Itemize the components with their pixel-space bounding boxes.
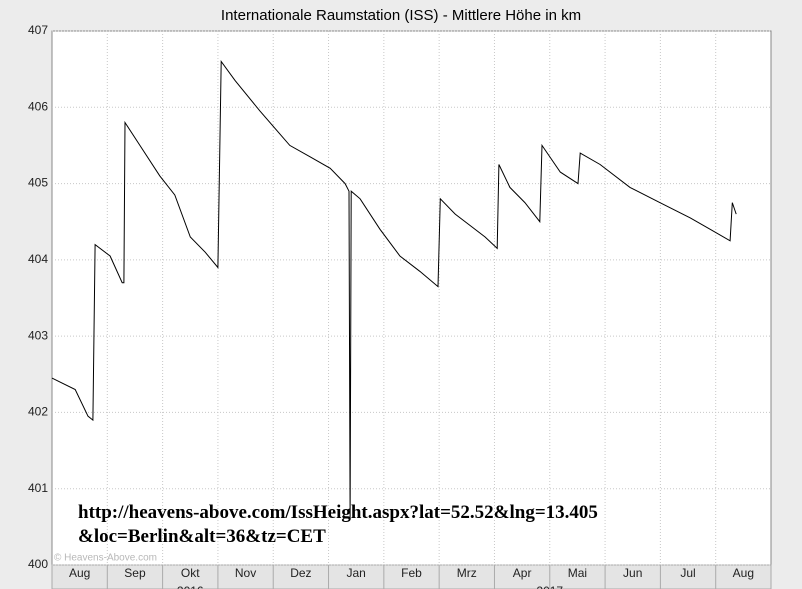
y-tick-label: 407	[28, 23, 48, 37]
x-tick-label: Sep	[124, 566, 146, 580]
annotation: &loc=Berlin&alt=36&tz=CET	[78, 526, 326, 547]
x-tick-label: Jul	[680, 566, 695, 580]
x-axis-band	[51, 564, 772, 589]
x-tick-label: Mrz	[457, 566, 477, 580]
x-tick-label: Okt	[181, 566, 200, 580]
x-tick-label: Aug	[733, 566, 754, 580]
watermark: © Heavens-Above.com	[54, 553, 157, 564]
y-tick-label: 403	[28, 328, 48, 342]
x-tick-label: Jun	[623, 566, 642, 580]
chart-title: Internationale Raumstation (ISS) - Mittl…	[221, 7, 581, 24]
x-tick-label: Feb	[401, 566, 422, 580]
annotation: http://heavens-above.com/IssHeight.aspx?…	[78, 502, 598, 523]
x-tick-label: Nov	[235, 566, 256, 580]
y-tick-label: 402	[28, 405, 48, 419]
y-tick-label: 401	[28, 481, 48, 495]
year-label: 2016	[177, 584, 204, 589]
data-line	[51, 59, 737, 520]
x-tick-label: Mai	[568, 566, 587, 580]
x-tick-label: Aug	[69, 566, 90, 580]
y-tick-label: 404	[28, 252, 48, 266]
x-tick-label: Jan	[347, 566, 366, 580]
plot-area	[51, 30, 772, 566]
y-tick-label: 406	[28, 99, 48, 113]
year-label: 2017	[536, 584, 563, 589]
x-tick-label: Dez	[290, 566, 311, 580]
y-tick-label: 400	[28, 557, 48, 571]
y-tick-label: 405	[28, 176, 48, 190]
x-tick-label: Apr	[513, 566, 532, 580]
